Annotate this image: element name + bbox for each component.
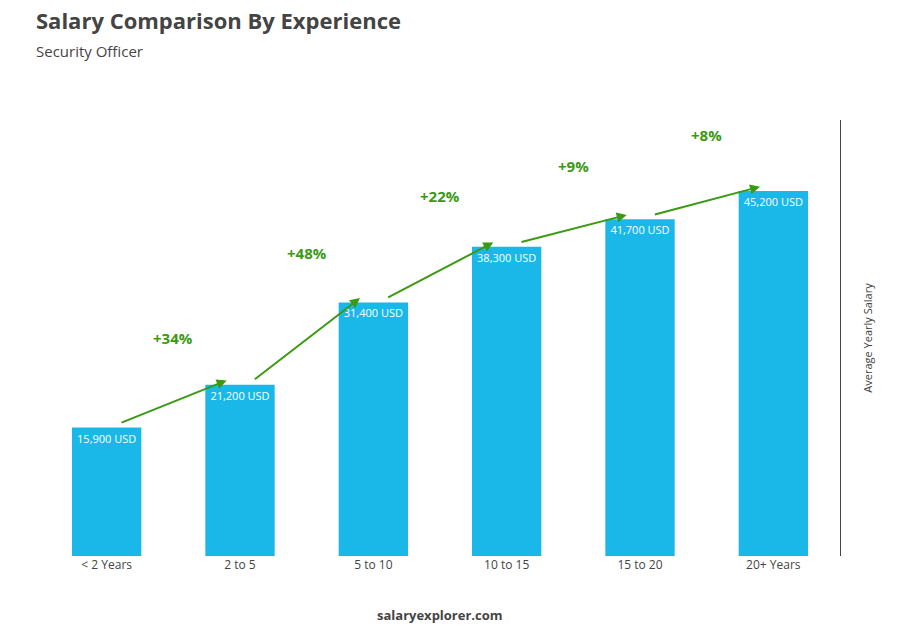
svg-text:31,400 USD: 31,400 USD: [344, 305, 403, 320]
svg-text:< 2 Years: < 2 Years: [81, 556, 132, 573]
svg-text:Average Yearly Salary: Average Yearly Salary: [860, 283, 875, 393]
svg-text:+8%: +8%: [691, 125, 722, 145]
svg-text:15,900 USD: 15,900 USD: [77, 431, 136, 446]
svg-text:+9%: +9%: [558, 156, 589, 176]
svg-text:45,200 USD: 45,200 USD: [744, 194, 803, 209]
svg-text:20+ Years: 20+ Years: [746, 556, 801, 573]
svg-text:+34%: +34%: [153, 328, 193, 348]
svg-text:38,300 USD: 38,300 USD: [477, 250, 536, 265]
svg-text:2 to 5: 2 to 5: [224, 556, 256, 573]
svg-text:+22%: +22%: [420, 186, 460, 206]
svg-text:+48%: +48%: [287, 243, 327, 263]
svg-text:41,700 USD: 41,700 USD: [610, 222, 669, 237]
svg-text:5 to 10: 5 to 10: [354, 556, 392, 573]
svg-text:21,200 USD: 21,200 USD: [210, 388, 269, 403]
svg-text:Salary Comparison By Experienc: Salary Comparison By ExperienceSecurity …: [36, 5, 401, 62]
svg-text:10 to 15: 10 to 15: [484, 556, 529, 573]
svg-text:15 to 20: 15 to 20: [617, 556, 662, 573]
svg-text:salaryexplorer.com: salaryexplorer.com: [377, 606, 503, 624]
